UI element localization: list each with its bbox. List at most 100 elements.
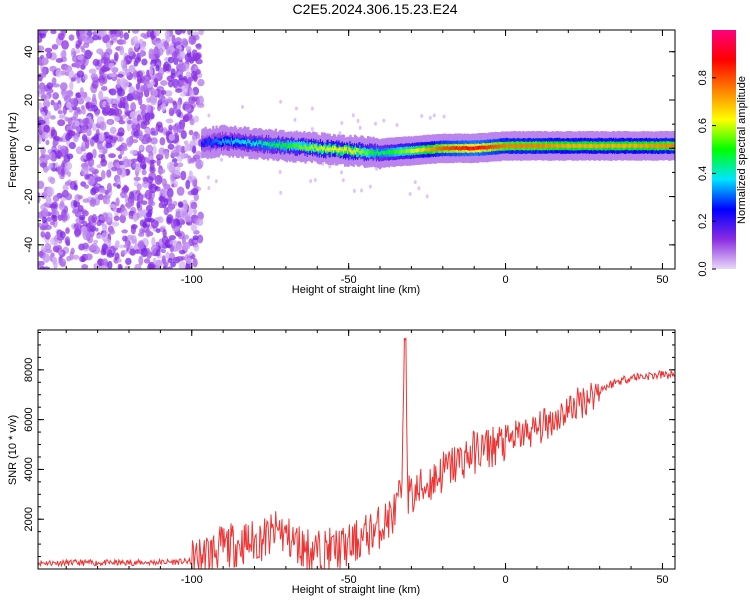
heatmap-cell [150,137,158,145]
heatmap-cell [162,229,167,238]
snr-xtick-label: -50 [341,574,357,586]
heatmap-cell [64,161,73,171]
heatmap-cell [88,68,97,75]
heatmap-cell [155,123,160,132]
heatmap-cell [144,189,153,200]
heatmap-cell [170,149,178,157]
heatmap-cell [121,211,130,216]
heatmap-cell [96,164,102,169]
heatmap-cell [294,106,298,111]
heatmap-cell [38,196,41,204]
heatmap-cell [111,103,118,109]
heatmap-cell [184,143,189,153]
heatmap-cell [85,50,93,57]
heatmap-cell [176,123,185,134]
heatmap-cell [171,173,176,182]
heatmap-cell [38,260,45,266]
heatmap-cell [115,108,123,116]
heatmap-panel: -100 -50 0 50 -40 -20 0 20 40 Height of straight… [7,29,676,296]
heatmap-cell [101,85,108,92]
heatmap-cell [131,238,138,244]
colorbar-tick-label: 0.4 [697,166,709,181]
heatmap-cell [328,164,332,169]
heatmap-cell [60,145,68,153]
heatmap-cell [45,139,50,146]
heatmap-cell [425,194,429,199]
heatmap-cell [136,193,144,203]
heatmap-cell [63,95,71,103]
heatmap-cell [190,188,199,196]
heatmap-cell [61,40,70,50]
heatmap-cell [77,195,83,200]
heatmap-ytick-label: 20 [23,94,35,106]
heatmap-cell [46,186,55,197]
heatmap-cell [188,35,197,45]
heatmap-cell [140,109,147,118]
heatmap-cell [196,218,204,227]
heatmap-cell [80,64,86,70]
heatmap-cell [98,90,104,101]
heatmap-cell [61,213,68,222]
heatmap-cell [129,249,137,256]
heatmap-cell [130,158,138,163]
heatmap-cell [43,166,49,173]
heatmap-cell [78,30,84,35]
heatmap-cell [111,221,120,227]
heatmap-cell [188,95,196,105]
heatmap-cell [193,115,199,123]
heatmap-cell [178,260,186,269]
heatmap-cell [81,210,89,217]
heatmap-cell [109,107,116,116]
heatmap-cell [100,248,107,256]
snr-panel: -100 -50 0 50 2000 4000 6000 8000 Height of str… [7,329,676,596]
heatmap-cell [197,211,204,221]
heatmap-cell [154,174,163,185]
heatmap-cell [38,192,41,197]
heatmap-cell [82,42,90,49]
heatmap-cell [91,123,97,131]
heatmap-cell [129,149,138,155]
heatmap-cell [358,125,362,130]
heatmap-cell [127,119,133,125]
heatmap-cell [68,69,75,80]
heatmap-cell [132,163,139,168]
heatmap-cell [352,188,356,193]
heatmap-cell [141,181,150,188]
heatmap-cell [185,112,193,121]
heatmap-cell [58,114,66,119]
heatmap-cells [38,30,675,269]
snr-ticks: -100 -50 0 50 2000 4000 6000 8000 [23,330,675,586]
colorbar-tick-label: 0.0 [697,261,709,276]
heatmap-cell [341,178,345,183]
heatmap-cell [170,219,177,229]
heatmap-cell [66,102,72,109]
heatmap-cell [99,132,105,142]
heatmap-cell [48,162,54,169]
heatmap-cell [81,242,90,250]
heatmap-cell [93,239,99,244]
heatmap-cell [41,57,47,65]
heatmap-cell [161,235,169,245]
heatmap-cell [122,235,128,242]
heatmap-cell [160,89,167,95]
heatmap-cell [175,256,184,262]
heatmap-cell [38,37,43,44]
heatmap-cell [142,176,148,182]
heatmap-cell [131,117,138,125]
heatmap-cell [197,95,204,106]
heatmap-cell [126,122,132,132]
heatmap-cell [92,31,99,36]
heatmap-cell [131,90,140,99]
snr-ylabel: SNR (10 * v/v) [7,415,19,485]
heatmap-cell [181,40,189,46]
heatmap-cell [339,170,343,175]
heatmap-cell [82,230,91,241]
heatmap-cell [111,166,118,172]
heatmap-cell [168,235,177,241]
heatmap-cell [166,162,175,171]
heatmap-cell [53,259,58,269]
heatmap-cell [149,68,154,76]
heatmap-cell [72,106,77,111]
heatmap-cell [58,258,67,267]
heatmap-cell [99,51,105,56]
